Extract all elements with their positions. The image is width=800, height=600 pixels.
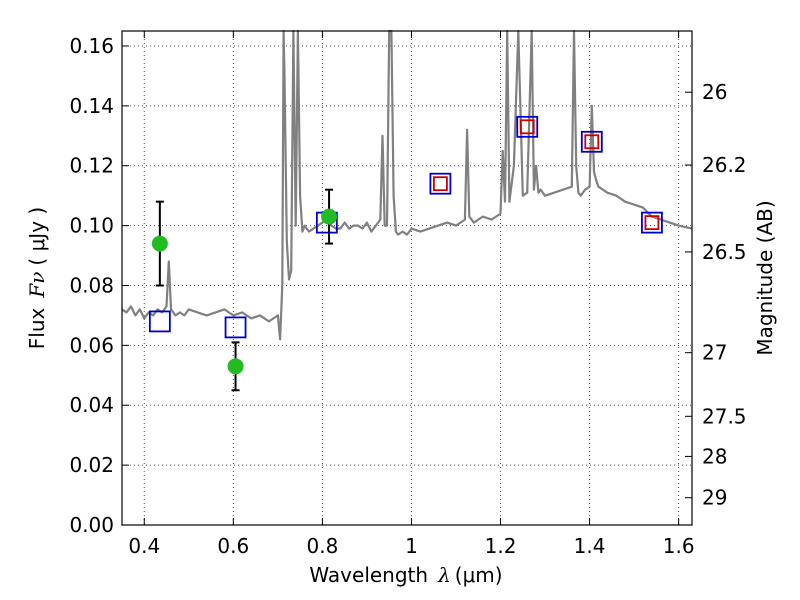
ir-photometry-square <box>644 215 660 231</box>
y-tick-label: 0.08 <box>69 273 114 297</box>
y-tick-label: 0.00 <box>69 513 114 537</box>
x-tick-label: 1.2 <box>485 534 517 558</box>
plot-frame <box>121 30 693 526</box>
x-axis-label: Wavelength λ (μm) <box>309 563 502 587</box>
model-photometry-square <box>224 316 247 339</box>
model-photometry-square <box>580 130 603 153</box>
x-tick-label: 1 <box>405 534 418 558</box>
model-photometry-square <box>641 211 663 234</box>
x-tick-label: 0.6 <box>217 534 249 558</box>
x-axis-ticks: 0.4 0.6 0.8 1 1.2 1.4 1.6 <box>128 31 695 558</box>
y2-axis-ticks: 26 26.2 26.5 27 27.5 28 29 <box>685 80 747 510</box>
y2-tick-label: 26.5 <box>702 240 747 264</box>
y-tick-label: 0.10 <box>69 214 114 238</box>
y2-tick-label: 29 <box>702 486 727 510</box>
y-tick-label: 0.02 <box>69 453 114 477</box>
ir-photometry-square <box>432 176 448 192</box>
spectrum-line <box>121 29 693 341</box>
y2-tick-label: 27.5 <box>702 404 747 428</box>
y2-axis-label: Magnitude (AB) <box>753 200 777 355</box>
x-tick-label: 1.6 <box>663 534 695 558</box>
y2-tick-label: 27 <box>702 341 727 365</box>
y-tick-label: 0.06 <box>69 333 114 357</box>
plot-background <box>122 31 692 525</box>
marker-layer <box>148 115 663 392</box>
y-tick-label: 0.16 <box>69 34 114 58</box>
y-axis-label: FluxFν( μJy ) <box>25 207 49 349</box>
y2-tick-label: 26.2 <box>702 153 747 177</box>
model-photometry-square <box>516 115 539 138</box>
optical-photometry-point <box>227 358 244 375</box>
optical-photometry-point <box>321 208 338 225</box>
optical-photometry-point <box>151 235 168 252</box>
y-axis-ticks: 0.00 0.02 0.04 0.06 0.08 0.10 0.12 0.14 0.16 <box>69 34 129 537</box>
x-tick-label: 0.8 <box>306 534 338 558</box>
y-tick-label: 0.04 <box>69 393 114 417</box>
model-photometry-square <box>148 310 171 333</box>
ir-photometry-square <box>519 119 535 135</box>
y2-tick-label: 28 <box>702 444 727 468</box>
spectrum-layer <box>121 29 693 341</box>
x-tick-label: 0.4 <box>128 534 160 558</box>
model-photometry-square <box>429 172 452 195</box>
x-tick-label: 1.4 <box>574 534 606 558</box>
y2-tick-label: 26 <box>702 80 727 104</box>
y-tick-label: 0.14 <box>69 94 114 118</box>
y-tick-label: 0.12 <box>69 154 114 178</box>
ir-photometry-square <box>584 134 600 150</box>
